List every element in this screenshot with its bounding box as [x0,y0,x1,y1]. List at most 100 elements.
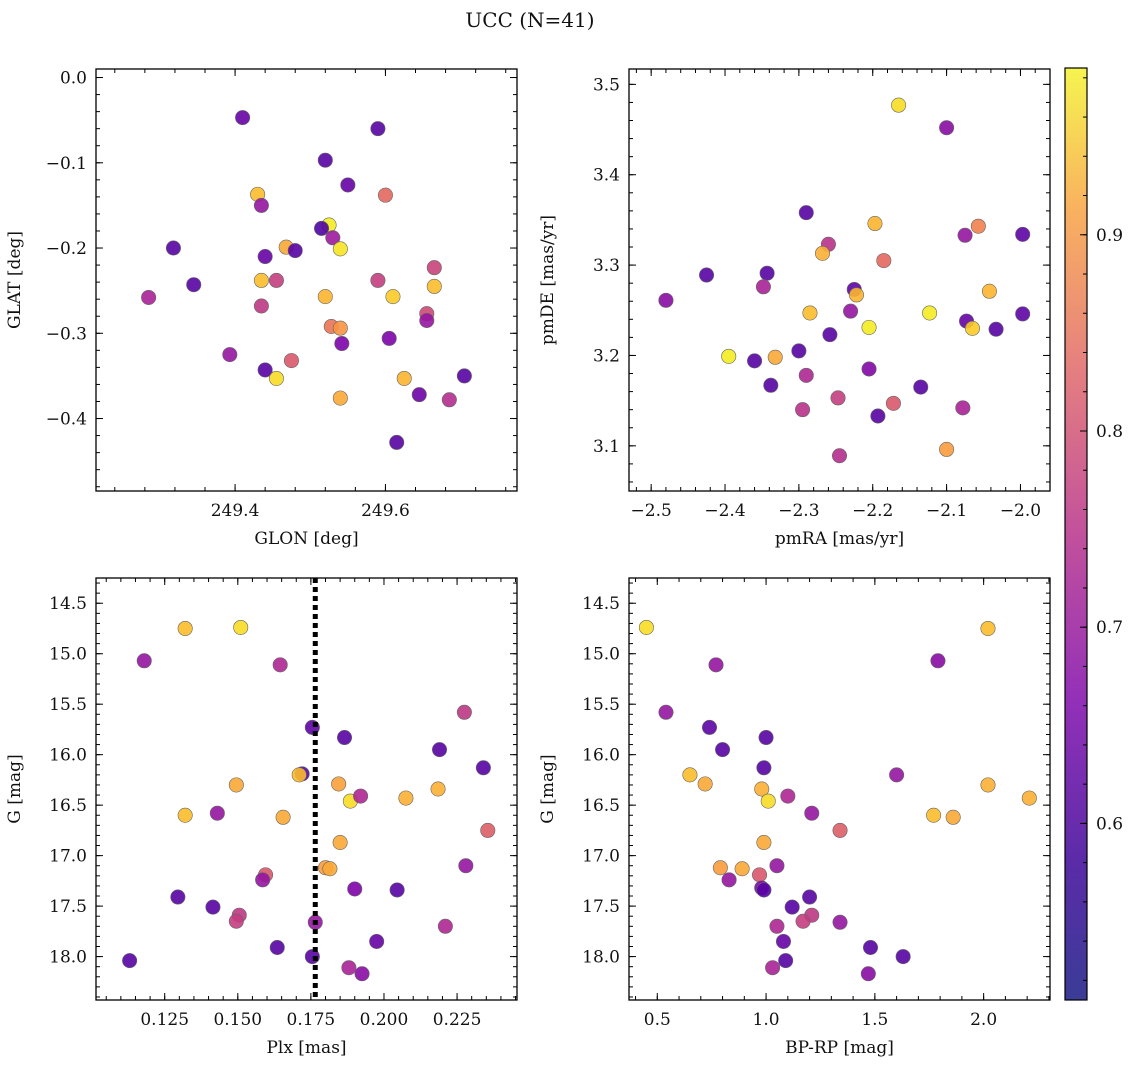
data-point [331,776,347,792]
data-point [341,960,357,976]
data-point [165,240,181,256]
y-tick-label: 15.0 [582,645,620,665]
data-point [876,253,892,269]
y-axis-label: G [mag] [538,754,558,823]
data-point [291,767,307,783]
data-point [758,730,774,746]
panel-pmra-pmde: −2.5 −2.4 −2.3 −2.2 −2.1 −2.0 3.1 3.2 3.3 3.4 3.5 p… [538,68,1051,549]
data-point [334,336,350,352]
data-point [370,272,386,288]
y-tick-label: 18.0 [49,948,87,968]
data-point [332,390,348,406]
data-point [926,807,942,823]
y-tick-label: 16.5 [49,796,87,816]
data-point [870,408,886,424]
panel-bprp-g: 0.5 1.0 1.5 2.0 14.5 15.0 15.5 16.0 16.5 17.0 17.5… [538,577,1051,1058]
y-axis-label: G [mag] [5,754,25,823]
y-tick-label: 3.3 [593,256,620,276]
plot-frame [628,68,1051,492]
data-point [860,966,876,982]
x-tick-label: 1.5 [861,1010,888,1030]
data-point [795,913,811,929]
data-point [456,704,472,720]
data-point [426,278,442,294]
y-tick-label: −0.3 [46,324,87,344]
x-tick-label: 1.0 [753,1010,780,1030]
data-point [861,361,877,377]
data-point [396,370,412,386]
data-point [815,245,831,261]
panel-glon-glat: 249.4 249.6 0.0 −0.1 −0.2 −0.3 −0.4 GLON [deg] G… [5,68,518,549]
data-point [830,390,846,406]
y-tick-label: 14.5 [49,594,87,614]
plot-frame [95,68,518,492]
colorbar-gradient [1064,67,1088,1001]
figure-title: UCC (N=41) [465,8,594,32]
data-point [848,287,864,303]
y-tick-label: 14.5 [582,594,620,614]
y-tick-label: 3.5 [593,75,620,95]
data-point [822,327,838,343]
data-point [981,283,997,299]
data-point [389,882,405,898]
data-point [988,321,1004,337]
x-tick-label: −2.5 [631,501,672,521]
data-point [784,899,800,915]
data-point [353,788,369,804]
data-point [268,370,284,386]
x-tick-label: −2.4 [704,501,745,521]
data-point [795,402,811,418]
data-point [861,319,877,335]
data-point [177,807,193,823]
y-tick-label: 0.0 [60,69,87,89]
data-point [658,704,674,720]
data-point [381,330,397,346]
data-point [1015,226,1031,242]
data-point [1021,790,1037,806]
data-point [475,760,491,776]
data-point [891,97,907,113]
x-tick-label: 0.5 [644,1010,671,1030]
data-point [699,267,715,283]
data-point [957,227,973,243]
data-point [275,809,291,825]
data-point [955,400,971,416]
data-point [734,861,750,877]
data-point [831,448,847,464]
data-point [638,619,654,635]
data-point [970,218,986,234]
data-point [235,110,251,126]
y-tick-label: 15.5 [49,695,87,715]
data-point [255,872,271,888]
data-point [754,781,770,797]
plot-frame [95,577,518,1001]
y-tick-label: 15.5 [582,695,620,715]
data-point [922,305,938,321]
colorbar-tick-label: 0.9 [1096,226,1123,246]
data-point [222,347,238,363]
x-tick-label: 2.0 [970,1010,997,1030]
data-point [747,353,763,369]
y-tick-label: 17.0 [49,847,87,867]
data-point [437,918,453,934]
data-point [715,742,731,758]
data-point [913,379,929,395]
data-point [798,205,814,221]
data-point [170,889,186,905]
data-point [426,260,442,276]
data-point [253,298,269,314]
data-point [767,349,783,365]
data-point [843,303,859,319]
data-point [802,305,818,321]
data-point [209,805,225,821]
data-point [432,742,448,758]
colorbar-tick-label: 0.7 [1096,618,1123,638]
x-tick-label: −2.1 [926,501,967,521]
data-point [780,788,796,804]
data-point [763,377,779,393]
data-point [702,719,718,735]
x-axis-label: pmRA [mas/yr] [775,529,904,549]
data-point [205,899,221,915]
data-point [752,867,768,883]
data-point [867,216,883,232]
